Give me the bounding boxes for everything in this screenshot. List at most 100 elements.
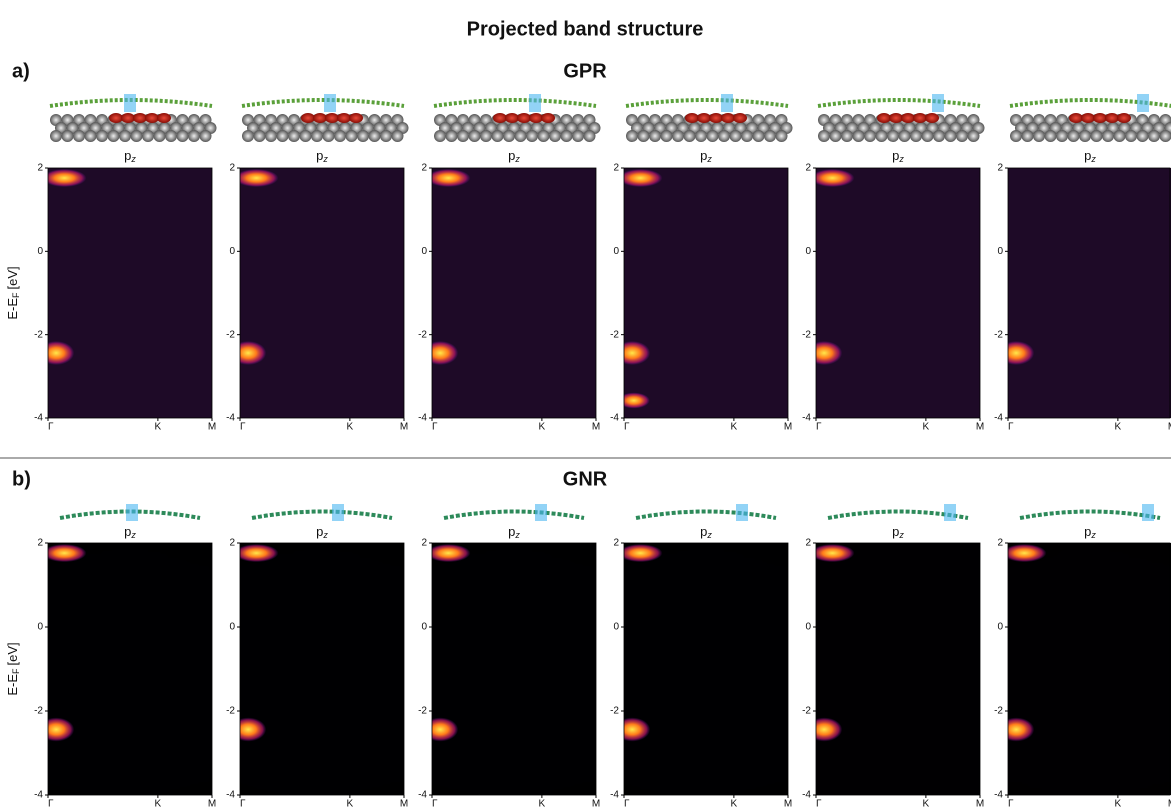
atom <box>1091 130 1103 142</box>
atom <box>1069 113 1083 123</box>
text-part: z <box>706 154 712 164</box>
atom <box>626 130 638 142</box>
atom <box>434 130 446 142</box>
atom <box>131 130 143 142</box>
orbital-label: pz <box>700 524 712 540</box>
x-tick-label: K <box>731 422 738 433</box>
atom <box>913 113 927 123</box>
band-heatmap <box>998 543 1171 795</box>
x-tick-label: Γ <box>1008 422 1014 433</box>
ribbon <box>626 100 788 106</box>
atom <box>529 113 543 123</box>
band-heatmap <box>38 543 212 795</box>
x-tick-label: K <box>923 422 930 433</box>
orbital-label: pz <box>124 148 136 164</box>
x-tick-label: Γ <box>240 799 246 810</box>
y-tick-label: 0 <box>613 622 619 633</box>
x-tick-label: Γ <box>432 799 438 810</box>
atom <box>922 130 934 142</box>
orbital-label: pz <box>316 148 328 164</box>
structure-icon <box>444 504 584 521</box>
hot-spot <box>618 169 662 187</box>
hot-spot <box>614 341 650 365</box>
hot-spot <box>426 169 470 187</box>
atom <box>1160 130 1171 142</box>
y-tick-label: -4 <box>226 790 235 801</box>
orbital-label: pz <box>124 524 136 540</box>
band-heatmap <box>230 543 404 795</box>
atom <box>323 130 335 142</box>
atom <box>672 130 684 142</box>
y-tick-label: 0 <box>421 246 427 257</box>
figure: Projected band structure a)GPRE-EF[eV]pz… <box>0 0 1171 812</box>
y-axis-label: E-EF[eV] <box>5 266 21 319</box>
text-part: F <box>11 668 21 674</box>
band-heatmap <box>614 168 788 418</box>
highlight <box>332 504 344 521</box>
hot-spot <box>230 341 266 365</box>
atom <box>277 130 289 142</box>
atom <box>457 130 469 142</box>
atom <box>707 130 719 142</box>
ribbon <box>242 100 404 106</box>
text-part: p <box>892 148 899 163</box>
y-tick-label: 2 <box>805 163 811 174</box>
y-tick-label: -4 <box>610 413 619 424</box>
highlight <box>124 94 136 112</box>
orbital-label: pz <box>1084 524 1096 540</box>
band-heatmap <box>230 168 404 418</box>
x-tick-label: Γ <box>432 422 438 433</box>
x-tick-label: K <box>539 422 546 433</box>
highlight <box>1137 94 1149 112</box>
heatmap-bg <box>1008 543 1171 795</box>
hot-spot <box>1002 544 1046 562</box>
atom <box>121 113 135 123</box>
atom <box>480 130 492 142</box>
atom <box>165 130 177 142</box>
y-tick-label: -2 <box>610 706 619 717</box>
atom <box>541 113 555 123</box>
y-tick-label: -4 <box>418 413 427 424</box>
x-tick-label: K <box>731 799 738 810</box>
y-tick-label: -2 <box>802 329 811 340</box>
y-tick-label: 2 <box>421 538 427 549</box>
atom <box>1125 130 1137 142</box>
y-tick-label: 2 <box>37 538 43 549</box>
y-tick-label: -4 <box>34 790 43 801</box>
text-part: z <box>130 530 136 540</box>
atom <box>515 130 527 142</box>
atom <box>889 113 903 123</box>
x-tick-label: K <box>347 799 354 810</box>
y-tick-label: 2 <box>997 163 1003 174</box>
atom <box>1102 130 1114 142</box>
atom <box>853 130 865 142</box>
atom <box>877 113 891 123</box>
atom <box>346 130 358 142</box>
orbital-label: pz <box>508 524 520 540</box>
x-tick-label: M <box>784 799 792 810</box>
hot-spot <box>810 544 854 562</box>
atom <box>584 130 596 142</box>
highlight <box>736 504 748 521</box>
y-tick-label: 2 <box>229 163 235 174</box>
heatmap-bg <box>240 168 404 418</box>
atom <box>133 113 147 123</box>
atom <box>505 113 519 123</box>
x-tick-label: Γ <box>624 799 630 810</box>
atom <box>469 130 481 142</box>
orbital-label: pz <box>316 524 328 540</box>
atom <box>733 113 747 123</box>
atom <box>776 130 788 142</box>
x-tick-label: Γ <box>48 422 54 433</box>
ribbon <box>636 512 776 519</box>
panel-label: a) <box>12 60 30 82</box>
y-tick-label: -2 <box>34 329 43 340</box>
atom <box>968 130 980 142</box>
highlight <box>721 94 733 112</box>
atom <box>910 130 922 142</box>
x-tick-label: M <box>592 422 600 433</box>
atom <box>572 130 584 142</box>
section-title: GNR <box>563 468 608 490</box>
heatmap-bg <box>48 543 212 795</box>
band-heatmap <box>422 168 596 418</box>
